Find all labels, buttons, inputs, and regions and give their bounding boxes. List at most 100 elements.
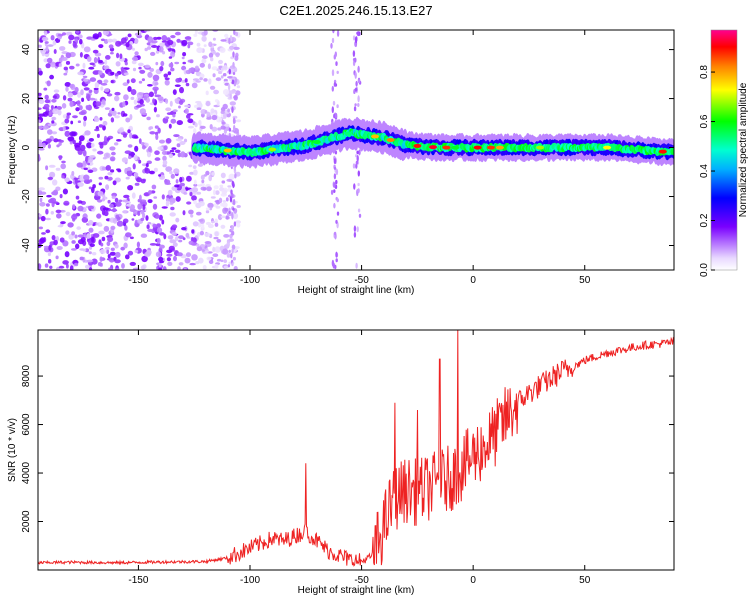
heatmap-noise-cell xyxy=(106,249,110,255)
heatmap-noise-cell xyxy=(215,52,220,58)
heatmap-noise-cell xyxy=(92,49,99,54)
heatmap-noise-cell xyxy=(170,35,176,39)
heatmap-noise-cell xyxy=(81,97,85,103)
heatmap-noise-cell xyxy=(234,55,239,61)
heatmap-noise-cell xyxy=(65,211,71,217)
heatmap-noise-cell xyxy=(169,201,174,205)
heatmap-noise-cell xyxy=(127,86,132,92)
heatmap-noise-cell xyxy=(86,259,94,263)
heatmap-noise-cell xyxy=(52,189,59,196)
heatmap-noise-cell xyxy=(181,227,187,231)
heatmap-noise-cell xyxy=(39,197,43,203)
heatmap-noise-cell xyxy=(236,85,241,89)
heatmap-noise-cell xyxy=(104,59,108,65)
heatmap-streak-cell xyxy=(333,189,336,194)
heatmap-noise-cell xyxy=(148,146,152,152)
heatmap-noise-cell xyxy=(133,136,139,139)
heatmap-noise-cell xyxy=(140,265,146,270)
heatmap-noise-cell xyxy=(163,145,168,151)
heatmap-noise-cell xyxy=(225,197,229,202)
heatmap-noise-cell xyxy=(59,139,64,143)
heatmap-noise-cell xyxy=(38,119,41,123)
spectrogram-y-label: Frequency (Hz) xyxy=(7,116,18,185)
heatmap-noise-cell xyxy=(58,265,65,269)
heatmap-noise-cell xyxy=(152,86,159,92)
heatmap-hotspot xyxy=(268,147,277,152)
heatmap-noise-cell xyxy=(165,98,169,104)
heatmap-noise-cell xyxy=(155,251,162,258)
heatmap-noise-cell xyxy=(204,250,209,253)
heatmap-noise-cell xyxy=(212,246,216,253)
heatmap-noise-cell xyxy=(49,171,56,178)
heatmap-noise-cell xyxy=(51,131,58,135)
heatmap-noise-cell xyxy=(204,241,212,244)
heatmap-noise-cell xyxy=(203,44,207,47)
heatmap-noise-cell xyxy=(205,90,209,96)
heatmap-noise-cell xyxy=(61,56,68,61)
heatmap-noise-cell xyxy=(103,210,109,217)
heatmap-noise-cell xyxy=(174,84,181,87)
heatmap-noise-cell xyxy=(138,159,142,164)
heatmap-noise-cell xyxy=(55,209,62,214)
heatmap-noise-cell xyxy=(213,185,219,190)
heatmap-noise-cell xyxy=(105,165,112,171)
snr-series-line xyxy=(38,330,674,567)
heatmap-streak-cell xyxy=(228,249,231,253)
heatmap-noise-cell xyxy=(183,267,187,270)
heatmap-noise-cell xyxy=(213,89,220,95)
heatmap-noise-cell xyxy=(223,129,227,134)
heatmap-noise-cell xyxy=(159,42,166,48)
heatmap-noise-cell xyxy=(141,145,146,150)
heatmap-noise-cell xyxy=(157,146,164,151)
heatmap-streak-cell xyxy=(332,100,336,106)
heatmap-noise-cell xyxy=(87,169,94,173)
heatmap-noise-cell xyxy=(64,251,70,258)
heatmap-streak-cell xyxy=(335,168,339,176)
heatmap-noise-cell xyxy=(47,252,52,257)
heatmap-streak-cell xyxy=(331,259,335,267)
heatmap-noise-cell xyxy=(76,226,81,230)
heatmap-noise-cell xyxy=(44,99,51,104)
heatmap-noise-cell xyxy=(38,92,42,97)
heatmap-noise-cell xyxy=(46,194,52,198)
heatmap-noise-cell xyxy=(84,264,90,269)
heatmap-noise-cell xyxy=(225,215,229,220)
heatmap-noise-cell xyxy=(204,110,208,114)
heatmap-noise-cell xyxy=(67,222,74,228)
heatmap-noise-cell xyxy=(38,107,42,110)
heatmap-noise-cell xyxy=(153,196,158,199)
heatmap-noise-cell xyxy=(61,160,66,164)
heatmap-streak-cell xyxy=(357,79,361,83)
heatmap-noise-cell xyxy=(79,256,84,261)
heatmap-noise-cell xyxy=(199,230,204,236)
heatmap-noise-cell xyxy=(130,89,137,96)
heatmap-noise-cell xyxy=(117,112,121,115)
heatmap-noise-cell xyxy=(188,240,194,245)
heatmap-noise-cell xyxy=(183,192,188,195)
heatmap-noise-cell xyxy=(202,265,207,270)
heatmap-noise-cell xyxy=(188,164,193,168)
heatmap-noise-cell xyxy=(109,156,116,162)
heatmap-streak-cell xyxy=(357,182,360,187)
heatmap-noise-cell xyxy=(228,173,235,180)
heatmap-noise-cell xyxy=(132,47,135,51)
heatmap-noise-cell xyxy=(83,46,91,53)
heatmap-noise-cell xyxy=(190,237,194,242)
heatmap-streak-cell xyxy=(230,253,233,259)
heatmap-noise-cell xyxy=(94,52,102,57)
heatmap-streak-cell xyxy=(357,31,360,37)
heatmap-noise-cell xyxy=(86,142,93,149)
snr-panel: -150 -100 -50 0 50 2000 4000 6000 8000 Height of… xyxy=(7,329,675,596)
heatmap-noise-cell xyxy=(201,249,206,252)
heatmap-noise-cell xyxy=(69,65,75,70)
colorbar-tick-label: 0.6 xyxy=(699,114,710,128)
heatmap-streak-cell xyxy=(353,231,357,238)
heatmap-noise-cell xyxy=(167,261,173,266)
heatmap-noise-cell xyxy=(87,162,91,166)
heatmap-noise-cell xyxy=(48,164,56,168)
heatmap-streak-cell xyxy=(227,83,231,91)
heatmap-noise-cell xyxy=(46,57,53,64)
snr-y-tick-label: 4000 xyxy=(21,461,32,484)
heatmap-noise-cell xyxy=(108,267,113,270)
colorbar-label: Normalized spectral amplitude xyxy=(738,82,749,217)
